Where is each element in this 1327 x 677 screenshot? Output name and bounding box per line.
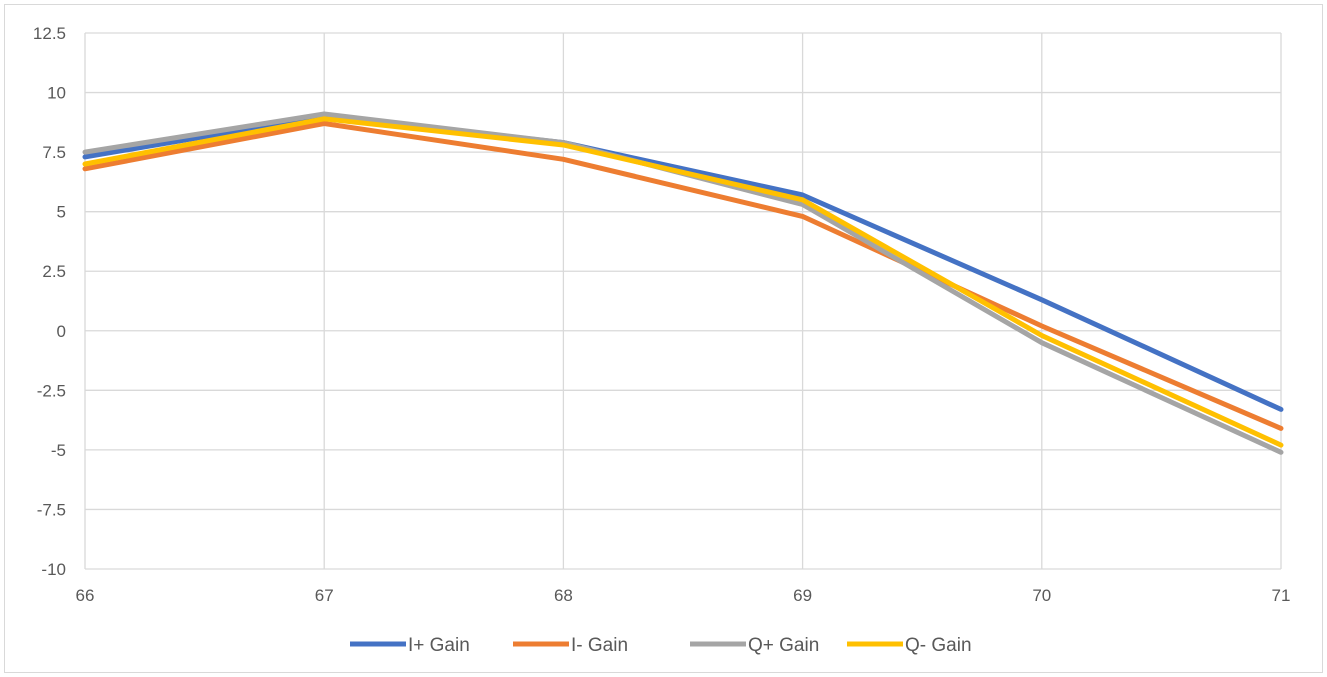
grid-lines <box>84 32 1282 570</box>
legend-label: I- Gain <box>571 635 628 656</box>
y-tick-label: -5 <box>51 441 66 460</box>
y-tick-label: 2.5 <box>42 262 66 281</box>
y-tick-label: 7.5 <box>42 143 66 162</box>
legend-label: I+ Gain <box>408 635 470 656</box>
x-tick-label: 69 <box>793 586 812 605</box>
x-tick-label: 71 <box>1272 586 1291 605</box>
x-tick-label: 66 <box>76 586 95 605</box>
y-tick-label: 10 <box>47 84 66 103</box>
y-tick-label: -2.5 <box>37 381 66 400</box>
series-line-i-gain <box>82 113 1284 412</box>
y-tick-label: 12.5 <box>33 24 66 43</box>
series-line-q-gain <box>82 116 1284 448</box>
legend: I+ Gain I- Gain Q+ Gain Q- Gain <box>350 635 972 656</box>
y-axis-ticks: 12.5 10 7.5 5 2.5 0 -2.5 -5 -7.5 -10 <box>33 24 66 579</box>
x-tick-label: 67 <box>315 586 334 605</box>
y-tick-label: -10 <box>41 560 66 579</box>
y-tick-label: 5 <box>57 203 66 222</box>
legend-label: Q+ Gain <box>748 635 819 656</box>
series-lines <box>82 111 1284 455</box>
y-tick-label: 0 <box>57 322 66 341</box>
series-line-i-gain <box>82 121 1284 431</box>
x-tick-label: 70 <box>1032 586 1051 605</box>
series-line-q-gain <box>82 111 1284 455</box>
chart-frame <box>4 4 1323 673</box>
y-tick-label: -7.5 <box>37 500 66 519</box>
x-tick-label: 68 <box>554 586 573 605</box>
x-axis-ticks: 66 67 68 69 70 71 <box>76 586 1291 605</box>
legend-label: Q- Gain <box>905 635 972 656</box>
